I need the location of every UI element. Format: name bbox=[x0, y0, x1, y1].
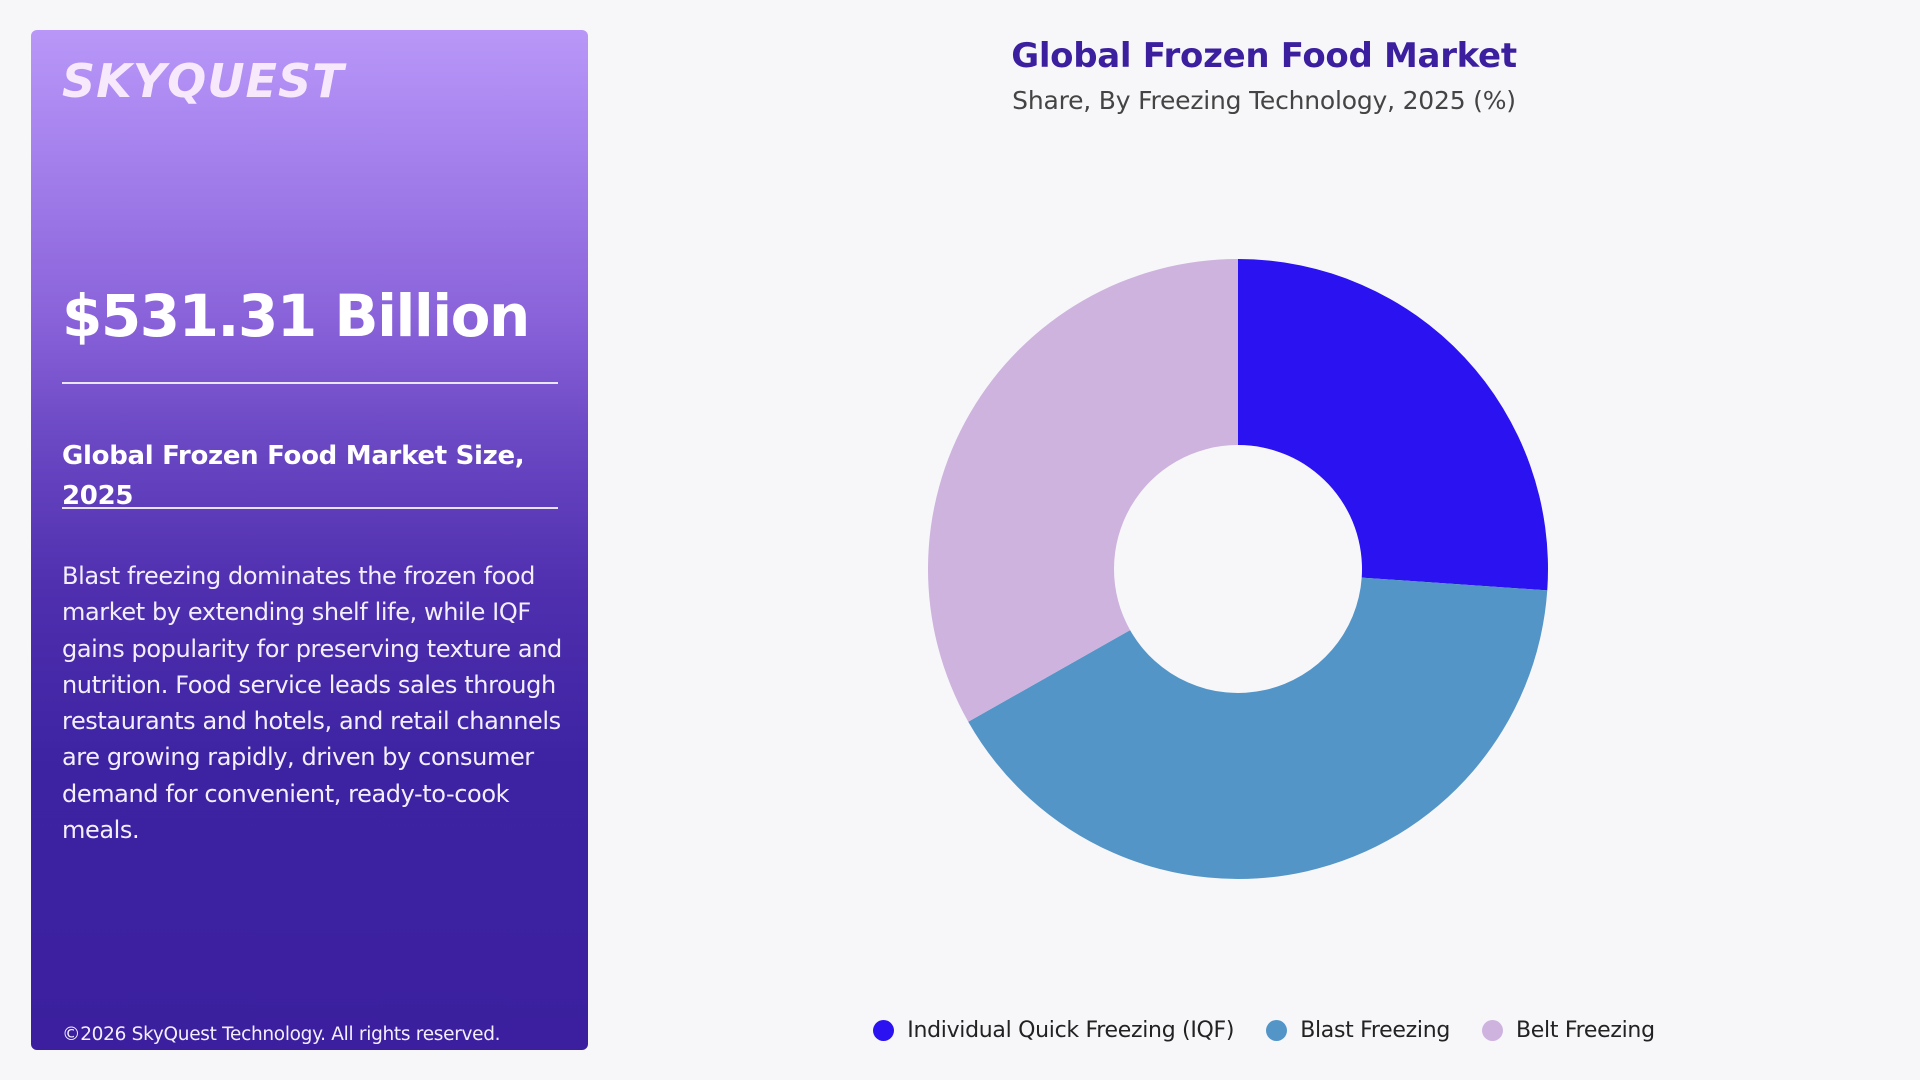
chart-area: Global Frozen Food Market Share, By Free… bbox=[608, 0, 1920, 1080]
legend-dot-icon bbox=[1266, 1020, 1288, 1041]
divider-top bbox=[62, 382, 558, 384]
donut-slice-belt-freezing[interactable] bbox=[928, 259, 1238, 722]
donut-slice-blast-freezing[interactable] bbox=[968, 577, 1548, 879]
donut-slice-individual-quick-freezing-iqf[interactable] bbox=[1238, 259, 1548, 591]
market-description: Blast freezing dominates the frozen food… bbox=[62, 562, 562, 845]
legend-label: Blast Freezing bbox=[1300, 1018, 1451, 1043]
skyquest-logo: SKYQUEST bbox=[62, 54, 345, 108]
chart-subtitle: Share, By Freezing Technology, 2025 (%) bbox=[1012, 86, 1516, 115]
copyright-notice: ©2026 SkyQuest Technology. All rights re… bbox=[62, 1024, 501, 1045]
legend-label: Belt Freezing bbox=[1516, 1018, 1655, 1043]
chart-title: Global Frozen Food Market bbox=[1011, 36, 1517, 76]
legend-dot-icon bbox=[1482, 1020, 1504, 1041]
market-size-label: Global Frozen Food Market Size, 2025 bbox=[62, 441, 525, 511]
legend-label: Individual Quick Freezing (IQF) bbox=[907, 1018, 1235, 1043]
summary-panel: SKYQUEST $531.31 Billion Global Frozen F… bbox=[31, 30, 588, 1050]
chart-legend: Individual Quick Freezing (IQF) Blast Fr… bbox=[608, 1018, 1920, 1043]
donut-chart bbox=[928, 259, 1548, 879]
legend-item-blast-freezing[interactable]: Blast Freezing bbox=[1266, 1018, 1450, 1043]
legend-dot-icon bbox=[873, 1020, 895, 1041]
legend-item-belt-freezing[interactable]: Belt Freezing bbox=[1482, 1018, 1655, 1043]
legend-item-iqf[interactable]: Individual Quick Freezing (IQF) bbox=[873, 1018, 1234, 1043]
divider-bottom bbox=[62, 507, 558, 509]
market-size-value: $531.31 Billion bbox=[62, 282, 530, 350]
